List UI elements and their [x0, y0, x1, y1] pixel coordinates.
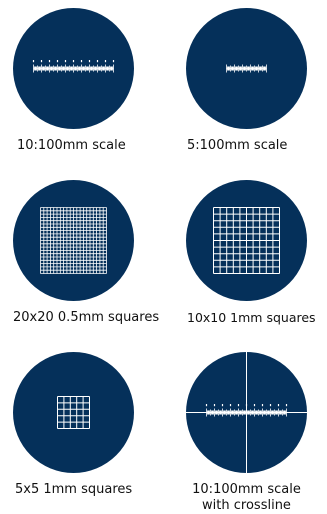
reticle-grid-5x5-icon	[13, 352, 134, 473]
reticle-caption: 5x5 1mm squares	[15, 482, 133, 497]
grid-lines	[40, 207, 107, 274]
scale-numeral-mark	[96, 60, 99, 63]
reticle-grid-20x20-icon	[13, 180, 134, 301]
reticle-scale-10-100-icon	[13, 8, 134, 129]
scale-numeral-mark	[285, 404, 288, 407]
scale-numeral-mark	[104, 60, 107, 63]
reticle-caption: 20x20 0.5mm squares	[13, 310, 160, 325]
scale-ruler	[33, 64, 114, 73]
grid-lines	[213, 207, 280, 274]
scale-numeral-mark	[56, 60, 59, 63]
reticle-scale-5-100-icon	[186, 8, 307, 129]
reticle-disc	[13, 352, 134, 473]
scale-numeral-mark	[253, 404, 256, 407]
scale-numerals	[205, 404, 288, 407]
scale-numeral-mark	[205, 404, 208, 407]
scale-numeral-mark	[261, 404, 264, 407]
scale-numeral-mark	[80, 60, 83, 63]
scale-numeral-mark	[72, 60, 75, 63]
scale-numeral-mark	[237, 404, 240, 407]
scale-ruler	[226, 64, 267, 73]
scale-ruler	[206, 408, 287, 417]
grid-lines	[57, 396, 90, 429]
scale-numeral-mark	[269, 404, 272, 407]
scale-numeral-mark	[221, 404, 224, 407]
scale-numeral-mark	[277, 404, 280, 407]
scale-numeral-mark	[245, 404, 248, 407]
reticle-caption-line2: with crossline	[202, 498, 291, 513]
scale-numeral-mark	[40, 60, 43, 63]
scale-numerals	[32, 60, 115, 63]
scale-numeral-mark	[213, 404, 216, 407]
reticle-caption: 5:100mm scale	[187, 138, 288, 153]
scale-numeral-mark	[112, 60, 115, 63]
reticle-caption: 10:100mm scale	[17, 138, 126, 153]
scale-numeral-mark	[88, 60, 91, 63]
reticle-caption-line1: 10:100mm scale	[192, 482, 301, 497]
scale-numeral-mark	[229, 404, 232, 407]
reticle-caption: 10x10 1mm squares	[187, 310, 316, 325]
scale-numeral-mark	[48, 60, 51, 63]
reticle-grid-10x10-icon	[186, 180, 307, 301]
reticle-scale-crossline-icon	[186, 352, 307, 473]
scale-numeral-mark	[64, 60, 67, 63]
scale-numeral-mark	[32, 60, 35, 63]
